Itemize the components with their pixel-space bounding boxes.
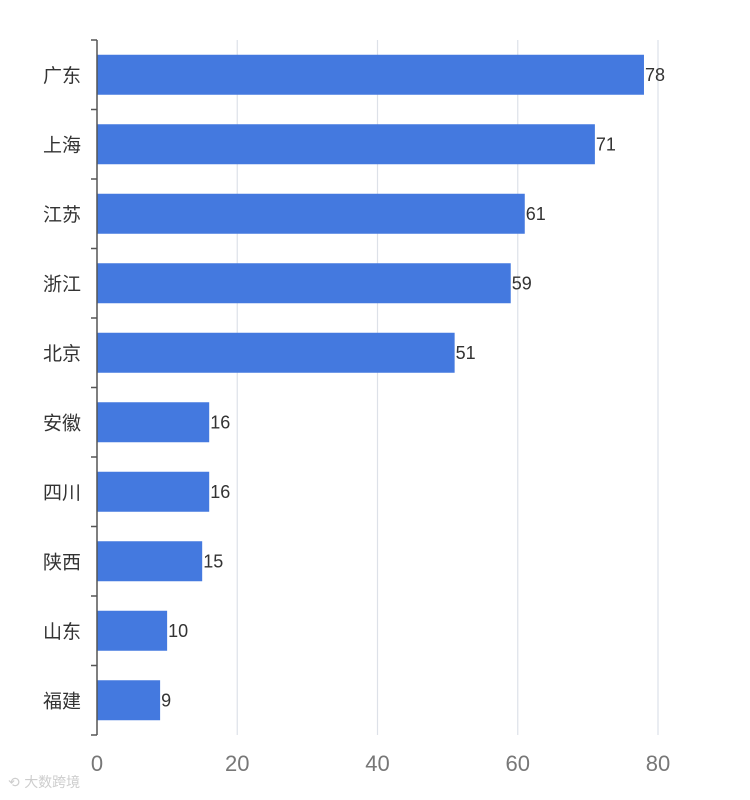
y-category-label: 陕西 bbox=[43, 551, 81, 573]
y-category-label: 福建 bbox=[43, 690, 81, 712]
watermark-text: 大数跨境 bbox=[24, 775, 81, 791]
x-tick-label: 60 bbox=[506, 751, 530, 776]
bar bbox=[97, 680, 161, 721]
y-category-label: 上海 bbox=[43, 134, 81, 156]
bar bbox=[97, 610, 168, 651]
data-label: 59 bbox=[512, 273, 532, 293]
bar bbox=[97, 332, 455, 373]
y-category-label: 安徽 bbox=[43, 412, 81, 434]
y-category-label: 四川 bbox=[43, 482, 81, 504]
data-label: 9 bbox=[161, 690, 171, 710]
x-tick-label: 40 bbox=[365, 751, 389, 776]
bar bbox=[97, 124, 595, 165]
watermark-logo: ⟲ 大数跨境 bbox=[8, 772, 80, 792]
data-label: 51 bbox=[456, 343, 476, 363]
axes bbox=[91, 39, 98, 736]
data-label: 71 bbox=[596, 134, 616, 154]
data-label: 61 bbox=[526, 204, 546, 224]
y-category-label: 广东 bbox=[43, 65, 81, 87]
bars bbox=[97, 54, 644, 721]
bar bbox=[97, 263, 511, 304]
data-label: 15 bbox=[203, 551, 223, 571]
x-tick-label: 80 bbox=[646, 751, 670, 776]
data-label: 78 bbox=[645, 65, 665, 85]
x-tick-label: 0 bbox=[91, 751, 103, 776]
y-category-label: 江苏 bbox=[43, 204, 81, 226]
data-label: 10 bbox=[168, 621, 188, 641]
data-label: 16 bbox=[210, 412, 230, 432]
bar bbox=[97, 471, 210, 512]
bar bbox=[97, 541, 203, 582]
data-label: 16 bbox=[210, 482, 230, 502]
x-tick-label: 20 bbox=[225, 751, 249, 776]
bar bbox=[97, 402, 210, 443]
bar bbox=[97, 54, 644, 95]
labels: 0 20 40 60 80 78 广东 71 上海 61 江苏 59 浙江 51 北京 16 安徽 16 四川 15 陕… bbox=[43, 65, 670, 776]
y-category-label: 北京 bbox=[43, 343, 81, 365]
y-category-label: 浙江 bbox=[43, 273, 81, 295]
y-category-label: 山东 bbox=[43, 621, 81, 643]
watermark-icon: ⟲ bbox=[8, 775, 20, 791]
bar bbox=[97, 193, 525, 234]
